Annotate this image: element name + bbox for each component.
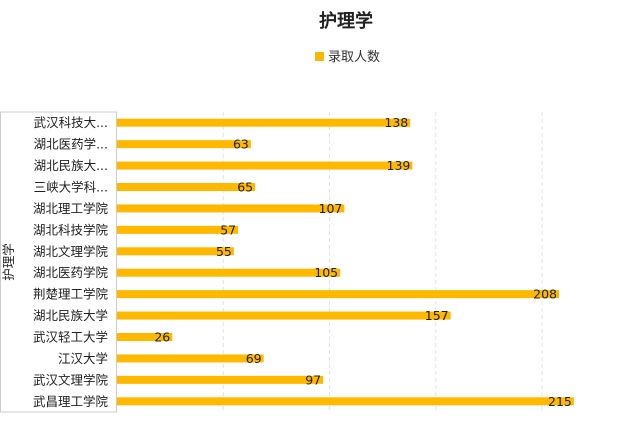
category-label: 湖北理工学院 [33,201,109,216]
category-label: 湖北医药学... [34,137,108,152]
data-label: 97 [305,372,321,387]
category-label: 荆楚理工学院 [33,287,109,302]
bar[interactable] [117,268,341,277]
data-label: 69 [246,351,262,366]
data-label: 107 [319,201,343,216]
bar[interactable] [117,140,251,149]
data-label: 138 [384,115,408,130]
gridlines [222,112,543,412]
category-label: 武汉轻工大学 [33,330,108,345]
data-label: 65 [237,180,253,195]
bar[interactable] [117,161,413,170]
data-label: 208 [533,287,557,302]
bar[interactable] [117,247,234,256]
bar[interactable] [117,354,264,363]
category-labels: 武汉科技大... 湖北医药学... 湖北民族大... 三峡大学科... 湖北理工学院湖北… [33,115,109,409]
bar[interactable] [117,375,324,384]
bars [117,118,574,406]
bar[interactable] [117,183,256,191]
bar[interactable] [117,290,559,299]
category-label: 武汉文理学院 [33,372,109,387]
legend-swatch [315,52,324,61]
data-label: 157 [425,308,449,323]
legend-label: 录取人数 [328,50,380,65]
bar[interactable] [117,225,239,234]
category-label: 武汉科技大... [34,115,108,130]
data-label: 63 [233,137,249,152]
category-label: 三峡大学科... [34,180,108,195]
data-label: 55 [216,244,232,259]
category-label: 湖北医药学院 [33,265,109,280]
category-label: 湖北民族大学 [33,308,108,323]
category-label: 湖北文理学院 [33,244,109,259]
category-label: 湖北科技学院 [33,222,109,237]
category-label: 武昌理工学院 [33,394,109,409]
category-label: 江汉大学 [58,351,108,366]
data-label: 57 [220,222,236,237]
bar[interactable] [117,311,451,320]
data-label: 139 [387,158,411,173]
data-label: 26 [154,330,170,345]
data-label: 105 [314,265,338,280]
bar[interactable] [117,204,345,213]
category-axis-box [0,111,117,413]
data-label: 215 [548,394,572,409]
chart-title: 护理学 [319,10,373,32]
bar[interactable] [117,118,411,127]
legend[interactable]: 录取人数 [315,50,380,65]
bar[interactable] [117,333,173,341]
bar[interactable] [117,397,574,406]
category-label: 湖北民族大... [34,158,108,173]
value-labels: 138 63 139 65 107 57 55 105 208 157 26 69 97 215 [154,115,572,409]
y-axis-title: 护理学 [1,243,16,281]
